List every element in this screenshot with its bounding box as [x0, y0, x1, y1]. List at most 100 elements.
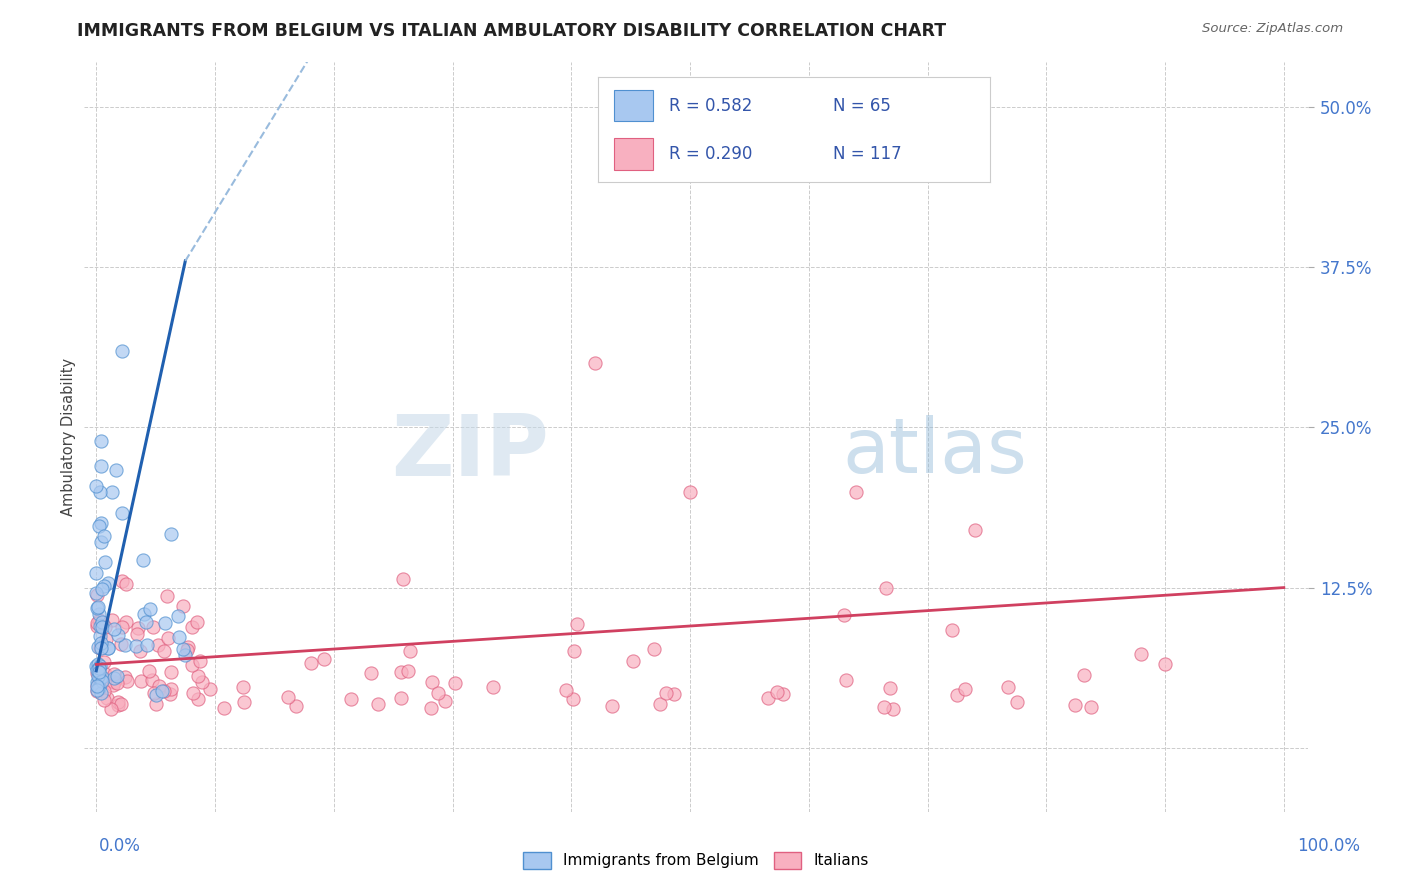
Point	[87, 519, 110, 533]
Point	[396, 664, 419, 678]
Point	[845, 484, 868, 499]
Point	[662, 687, 685, 701]
Point	[97, 641, 120, 656]
Point	[159, 527, 181, 541]
Point	[114, 638, 136, 652]
Point	[562, 691, 585, 706]
Point	[100, 702, 122, 716]
Point	[86, 659, 108, 673]
Point	[389, 691, 412, 706]
Point	[160, 665, 183, 679]
Point	[91, 620, 114, 634]
Point	[583, 356, 606, 370]
Point	[93, 578, 115, 592]
Point	[117, 673, 139, 688]
Point	[650, 697, 672, 711]
Point	[135, 615, 157, 629]
Point	[172, 599, 194, 614]
Point	[87, 669, 110, 683]
Point	[93, 528, 115, 542]
Point	[156, 589, 179, 603]
Point	[100, 484, 122, 499]
Point	[86, 616, 108, 631]
Point	[91, 670, 114, 684]
Point	[1130, 647, 1153, 661]
Point	[766, 685, 789, 699]
Point	[87, 657, 110, 672]
Point	[86, 588, 108, 602]
Point	[772, 687, 794, 701]
Point	[152, 684, 174, 698]
Point	[562, 644, 585, 658]
Point	[103, 667, 125, 681]
Point	[756, 690, 779, 705]
Point	[103, 674, 125, 689]
Point	[93, 555, 115, 569]
Point	[554, 682, 576, 697]
Text: IMMIGRANTS FROM BELGIUM VS ITALIAN AMBULATORY DISABILITY CORRELATION CHART: IMMIGRANTS FROM BELGIUM VS ITALIAN AMBUL…	[77, 22, 946, 40]
Point	[93, 684, 115, 698]
Point	[97, 576, 120, 591]
Point	[148, 679, 170, 693]
Point	[186, 615, 208, 630]
Point	[86, 684, 108, 698]
Point	[600, 698, 623, 713]
Point	[91, 674, 114, 689]
Point	[941, 623, 963, 637]
Text: 0.0%: 0.0%	[98, 837, 141, 855]
Point	[103, 671, 125, 685]
Point	[111, 574, 134, 589]
Point	[312, 652, 335, 666]
Point	[835, 673, 858, 687]
Point	[89, 618, 111, 632]
Point	[127, 627, 149, 641]
Point	[141, 673, 163, 687]
Point	[89, 660, 111, 674]
Point	[285, 698, 308, 713]
Point	[367, 698, 389, 712]
Point	[136, 638, 159, 652]
Point	[110, 637, 132, 651]
Point	[643, 642, 665, 657]
Point	[114, 669, 136, 683]
Point	[86, 680, 108, 694]
Point	[107, 695, 129, 709]
Point	[89, 680, 111, 694]
Point	[132, 607, 155, 621]
Point	[166, 608, 188, 623]
Point	[132, 552, 155, 566]
Legend: Immigrants from Belgium, Italians: Immigrants from Belgium, Italians	[517, 846, 875, 875]
Point	[101, 614, 124, 628]
Point	[233, 695, 256, 709]
Point	[426, 686, 449, 700]
Text: atlas: atlas	[842, 415, 1028, 489]
Point	[155, 615, 177, 630]
Point	[482, 680, 505, 694]
Point	[232, 681, 254, 695]
Point	[360, 666, 382, 681]
Point	[91, 582, 114, 597]
Point	[107, 698, 129, 713]
Point	[173, 648, 195, 663]
Point	[89, 658, 111, 673]
Point	[879, 681, 901, 696]
Point	[953, 681, 976, 696]
Point	[127, 620, 149, 634]
Point	[89, 672, 111, 686]
Point	[86, 640, 108, 654]
Point	[115, 615, 138, 629]
Point	[86, 478, 108, 492]
Text: 100.0%: 100.0%	[1298, 837, 1360, 855]
Point	[157, 631, 180, 645]
Point	[434, 694, 457, 708]
Text: ZIP: ZIP	[391, 410, 550, 493]
Point	[89, 629, 111, 643]
Point	[105, 669, 128, 683]
Point	[148, 639, 170, 653]
Point	[93, 693, 115, 707]
Point	[187, 691, 209, 706]
Point	[125, 639, 148, 653]
Point	[145, 697, 167, 711]
Point	[299, 656, 322, 670]
Point	[89, 484, 111, 499]
